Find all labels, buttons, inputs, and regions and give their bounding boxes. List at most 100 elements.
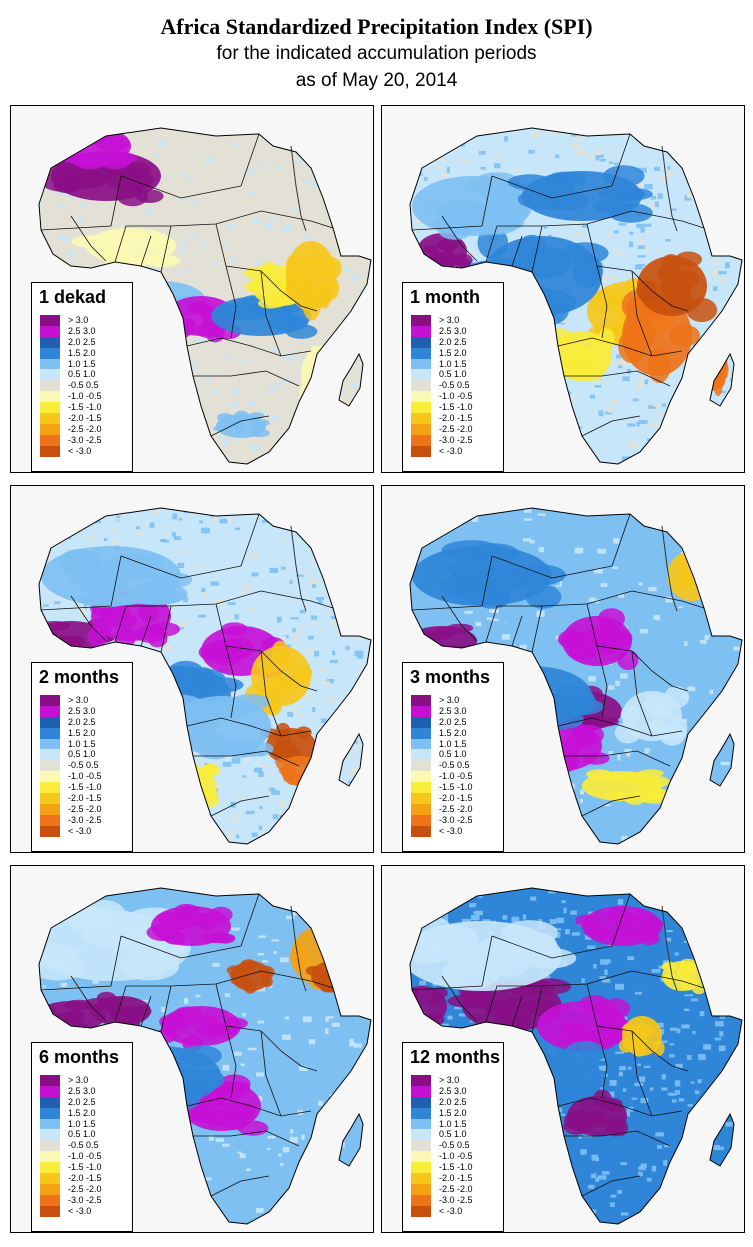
legend-label: -1.0 -0.5 (439, 1151, 473, 1162)
legend-swatch (411, 1118, 431, 1130)
map-panel-2-months: 2 months > 3.0 2.5 3.0 2.0 2.5 1.5 2.0 1.0 1.… (10, 485, 374, 853)
country-borders (40, 893, 334, 1197)
figure-date: as of May 20, 2014 (295, 70, 458, 91)
legend-label: -0.5 0.5 (68, 380, 99, 391)
legend-label: -2.5 -2.0 (439, 423, 473, 434)
panel-title: 1 dekad (39, 287, 107, 307)
legend-label: -3.0 -2.5 (68, 1194, 102, 1205)
legend-label: -0.5 0.5 (439, 1140, 470, 1151)
legend-swatch (40, 738, 60, 750)
legend-swatch (40, 423, 60, 435)
country-borders (411, 893, 705, 1197)
legend-label: -1.5 -1.0 (68, 782, 102, 793)
legend-swatch (411, 445, 431, 457)
legend-swatch (411, 380, 431, 392)
legend-label: < -3.0 (68, 1205, 92, 1216)
legend-label: -0.5 0.5 (439, 380, 470, 391)
legend-box: 3 months > 3.0 2.5 3.0 2.0 2.5 1.5 2.0 1.0 1.… (402, 662, 504, 852)
legend-label: 0.5 1.0 (439, 1129, 467, 1140)
legend-swatch (40, 1085, 60, 1097)
legend-label: -0.5 0.5 (439, 760, 470, 771)
legend-swatch (40, 825, 60, 837)
legend-swatch (40, 1194, 60, 1206)
legend-label: -3.0 -2.5 (68, 814, 102, 825)
legend-swatch (40, 782, 60, 794)
legend-label: -3.0 -2.5 (439, 1194, 473, 1205)
legend-label: > 3.0 (68, 695, 89, 705)
legend-label: 1.0 1.5 (439, 1118, 467, 1129)
legend-label: 1.0 1.5 (68, 1118, 96, 1129)
legend-label: 1.5 2.0 (439, 1107, 467, 1118)
legend-label: -1.0 -0.5 (68, 391, 102, 402)
legend-swatch (40, 749, 60, 761)
legend-swatch (411, 716, 431, 728)
legend-label: 2.5 3.0 (68, 1085, 96, 1096)
africa-map (409, 507, 743, 845)
legend-label: -2.5 -2.0 (439, 1183, 473, 1194)
legend-swatch (40, 814, 60, 826)
legend-label: -0.5 0.5 (68, 1140, 99, 1151)
legend-box: 2 months > 3.0 2.5 3.0 2.0 2.5 1.5 2.0 1.0 1.… (31, 662, 133, 852)
legend-swatch (411, 803, 431, 815)
legend-label: > 3.0 (439, 315, 460, 325)
legend-swatch (411, 434, 431, 446)
legend-swatch (40, 413, 60, 424)
legend-swatch (40, 380, 60, 392)
panel-title: 12 months (410, 1047, 501, 1067)
legend-swatch (411, 814, 431, 826)
legend-swatch (40, 1129, 60, 1141)
legend-label: -1.5 -1.0 (439, 1162, 473, 1173)
legend-label: -1.5 -1.0 (68, 402, 102, 413)
legend-label: < -3.0 (439, 1205, 463, 1216)
legend-swatch (40, 727, 60, 739)
legend-swatch (40, 793, 60, 804)
legend-swatch (411, 705, 431, 717)
legend-swatch (411, 1151, 431, 1163)
country-borders (40, 133, 334, 437)
legend-swatch (40, 336, 60, 348)
legend-swatch (40, 705, 60, 717)
legend-swatch (411, 793, 431, 804)
legend-swatch (411, 413, 431, 424)
legend-label: -2.5 -2.0 (68, 1183, 102, 1194)
legend-swatch (40, 325, 60, 337)
legend-label: -2.5 -2.0 (68, 423, 102, 434)
figure-title: Africa Standardized Precipitation Index … (160, 14, 593, 39)
legend-swatch (411, 782, 431, 794)
legend-label: -2.0 -1.5 (68, 793, 102, 804)
legend-swatch (40, 803, 60, 815)
legend-swatch (411, 727, 431, 739)
legend-label: -0.5 0.5 (68, 760, 99, 771)
legend-swatch (40, 402, 60, 414)
country-borders (411, 133, 705, 437)
legend-swatch (411, 423, 431, 435)
map-panel-6-months: 6 months > 3.0 2.5 3.0 2.0 2.5 1.5 2.0 1.0 1.… (10, 865, 374, 1233)
legend-swatch (40, 1140, 60, 1152)
legend-swatch (40, 695, 60, 706)
legend-swatch (411, 760, 431, 772)
legend-label: 1.5 2.0 (439, 347, 467, 358)
legend-swatch (411, 825, 431, 837)
legend-label: 0.5 1.0 (68, 749, 96, 760)
legend-label: -1.5 -1.0 (439, 782, 473, 793)
legend-swatch (40, 347, 60, 359)
legend-swatch (40, 1151, 60, 1163)
legend-label: 1.5 2.0 (439, 727, 467, 738)
legend-swatch (40, 1118, 60, 1130)
legend-label: 0.5 1.0 (68, 369, 96, 380)
legend-label: -1.0 -0.5 (439, 391, 473, 402)
legend-label: -1.0 -0.5 (439, 771, 473, 782)
legend-swatch (411, 325, 431, 337)
map-panel-3-months: 3 months > 3.0 2.5 3.0 2.0 2.5 1.5 2.0 1.0 1.… (381, 485, 745, 853)
legend-swatch (40, 391, 60, 403)
figure-subtitle: for the indicated accumulation periods (216, 43, 537, 64)
legend-label: 2.5 3.0 (68, 325, 96, 336)
legend-swatch (411, 358, 431, 370)
legend-swatch (411, 695, 431, 706)
legend-label: > 3.0 (68, 1075, 89, 1085)
legend-swatch (40, 716, 60, 728)
legend-swatch (40, 358, 60, 370)
legend-label: 1.5 2.0 (68, 727, 96, 738)
legend-label: 1.5 2.0 (68, 1107, 96, 1118)
legend-label: 1.5 2.0 (68, 347, 96, 358)
